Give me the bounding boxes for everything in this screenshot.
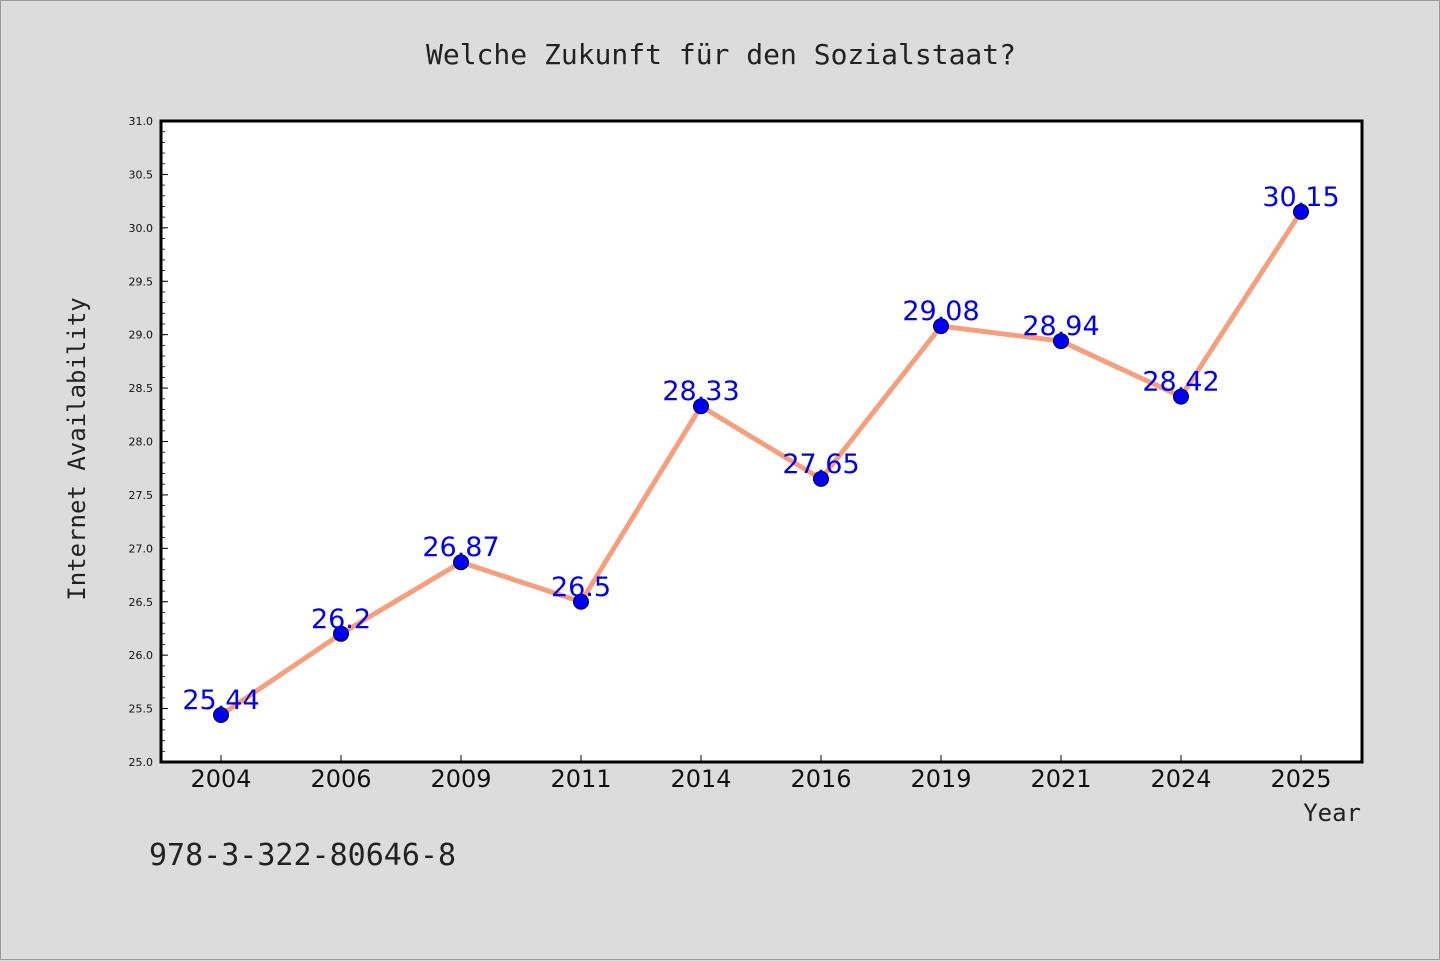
data-label: 29.08 [902, 296, 979, 327]
series-line [219, 210, 1304, 718]
y-tick-label: 30.5 [129, 168, 154, 181]
x-tick-label: 2011 [550, 765, 611, 793]
data-point [1293, 203, 1309, 220]
x-axis: 2004 2006 2009 2011 2014 2016 2019 2021 2024 2025 [190, 755, 1332, 793]
data-label: 26.5 [551, 572, 611, 603]
y-tick-label: 28.5 [129, 382, 154, 395]
x-tick-label: 2021 [1030, 765, 1091, 793]
y-axis: 25.0 25.5 26.0 26.5 27.0 27.5 28.0 28.5 29.0 29.5… [129, 115, 168, 769]
y-tick-label: 25.5 [129, 703, 154, 716]
data-point [453, 554, 469, 571]
x-tick-label: 2016 [790, 765, 851, 793]
y-tick-label: 27.0 [129, 542, 154, 555]
y-tick-label: 30.0 [129, 222, 154, 235]
x-tick-label: 2006 [310, 765, 371, 793]
data-point [333, 625, 349, 642]
data-point [573, 593, 589, 610]
data-label: 28.42 [1142, 367, 1219, 398]
y-tick-label: 26.0 [129, 649, 154, 662]
data-label: 30.15 [1262, 182, 1339, 213]
y-tick-label: 28.0 [129, 436, 154, 449]
data-label: 26.2 [311, 604, 371, 635]
x-tick-label: 2009 [430, 765, 491, 793]
chart-title: Welche Zukunft für den Sozialstaat? [426, 38, 1016, 71]
data-label: 28.33 [662, 376, 739, 407]
y-tick-label: 26.5 [129, 596, 154, 609]
data-labels: 25.44 26.2 26.87 26.5 28.33 27.65 29.08 28.94 28… [182, 182, 1339, 716]
data-point [1053, 333, 1069, 350]
data-label: 28.94 [1022, 311, 1099, 342]
x-tick-label: 2025 [1270, 765, 1331, 793]
data-point [213, 706, 229, 723]
x-axis-label: Year [1303, 799, 1361, 827]
y-tick-label: 29.0 [129, 329, 154, 342]
x-tick-label: 2019 [910, 765, 971, 793]
data-label: 26.87 [422, 532, 499, 563]
series-markers [213, 203, 1309, 723]
data-point [933, 318, 949, 335]
data-point [1173, 388, 1189, 405]
y-tick-label: 27.5 [129, 489, 154, 502]
y-tick-label: 29.5 [129, 275, 154, 288]
data-label: 27.65 [782, 449, 859, 480]
x-tick-label: 2024 [1150, 765, 1211, 793]
x-tick-label: 2004 [190, 765, 251, 793]
y-tick-label: 31.0 [129, 115, 154, 128]
data-point [813, 470, 829, 487]
data-point [693, 398, 709, 415]
y-tick-label: 25.0 [129, 756, 154, 769]
y-axis-label: Internet Availability [63, 297, 91, 600]
x-tick-label: 2014 [670, 765, 731, 793]
footer-isbn: 978-3-322-80646-8 [149, 838, 456, 873]
data-label: 25.44 [182, 685, 259, 716]
